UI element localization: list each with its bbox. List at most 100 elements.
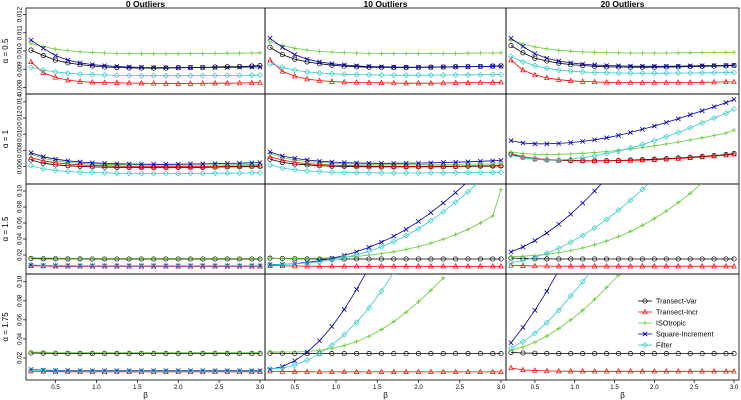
data-point — [508, 42, 514, 49]
data-point — [52, 57, 59, 63]
y-tick-label: 0.10 — [17, 275, 24, 288]
data-point — [90, 350, 95, 355]
data-point — [580, 200, 586, 206]
data-point — [329, 62, 335, 68]
legend-label: Square-Increment — [656, 330, 714, 339]
data-point — [532, 262, 538, 269]
data-point — [711, 69, 718, 76]
data-point — [556, 367, 562, 374]
data-point — [279, 44, 285, 50]
data-point — [52, 74, 59, 80]
data-point — [544, 350, 550, 357]
data-point — [391, 351, 397, 357]
data-point — [711, 256, 717, 262]
data-point — [567, 68, 574, 75]
data-point — [543, 65, 550, 72]
data-point — [615, 256, 622, 262]
data-point — [403, 226, 409, 232]
data-point — [731, 106, 737, 113]
data-point — [390, 72, 397, 79]
data-point — [77, 169, 84, 176]
data-point — [490, 161, 495, 167]
data-point — [604, 135, 610, 141]
legend-item: Transect-Incr — [638, 308, 699, 317]
data-point — [378, 169, 385, 176]
data-point — [490, 213, 495, 218]
y-tick-label: 0.02 — [17, 248, 24, 261]
y-tick-label: 0.009 — [17, 61, 24, 77]
data-point — [498, 162, 504, 168]
data-point — [200, 65, 206, 71]
data-point — [652, 50, 657, 56]
data-point — [341, 160, 347, 166]
panel-frame — [25, 93, 266, 185]
data-point — [651, 351, 657, 357]
data-point — [508, 364, 514, 371]
data-point — [520, 50, 526, 56]
data-point — [257, 162, 263, 168]
data-point — [279, 156, 286, 163]
data-point — [378, 263, 385, 269]
data-point — [489, 368, 496, 375]
data-point — [378, 368, 385, 375]
data-point — [101, 79, 108, 85]
data-point — [304, 160, 310, 166]
data-point — [199, 163, 206, 169]
data-point — [544, 141, 550, 147]
data-point — [604, 285, 609, 290]
panel: 0.02 0.04 0.06 0.08 0.10 0.5 1.0 1.5 2.0 2.5 3.0 — [17, 273, 266, 391]
data-point — [508, 149, 514, 155]
data-point — [652, 176, 657, 181]
series-line — [510, 99, 735, 145]
data-point — [579, 68, 586, 75]
data-point — [490, 50, 495, 56]
data-point — [498, 256, 504, 262]
data-point — [89, 160, 95, 166]
data-point — [489, 162, 496, 168]
series-line — [510, 59, 734, 83]
data-point — [628, 50, 633, 56]
data-point — [628, 229, 633, 234]
data-point — [41, 255, 46, 261]
data-point — [89, 162, 96, 168]
panel — [505, 93, 740, 185]
data-point — [544, 262, 550, 269]
data-point — [113, 262, 120, 269]
data-point — [249, 350, 255, 355]
data-point — [89, 169, 96, 176]
series-line — [510, 274, 619, 351]
series-line — [510, 367, 734, 372]
data-point — [378, 239, 384, 245]
series-line — [510, 184, 602, 253]
data-point — [89, 262, 96, 269]
data-point — [699, 119, 706, 126]
data-point — [163, 65, 169, 71]
data-point — [187, 163, 194, 169]
data-point — [723, 69, 730, 76]
data-point — [225, 350, 230, 355]
y-tick-label: 0.010 — [17, 126, 24, 142]
series-group — [28, 349, 263, 375]
data-point — [428, 79, 434, 86]
data-point — [114, 162, 120, 169]
data-point — [651, 368, 658, 374]
data-point — [663, 63, 669, 69]
data-point — [53, 53, 59, 59]
data-point — [151, 350, 156, 355]
data-point — [114, 350, 120, 355]
data-point — [544, 74, 550, 81]
data-point — [639, 368, 646, 374]
y-tick-label: 0.012 — [17, 6, 24, 22]
x-tick-label: 1.0 — [92, 384, 101, 391]
data-point — [508, 259, 514, 266]
series-group — [267, 35, 504, 86]
data-point — [651, 256, 657, 262]
data-point — [151, 256, 156, 261]
data-point — [163, 161, 169, 167]
series-line — [269, 156, 502, 167]
data-point — [520, 344, 526, 350]
data-point — [199, 170, 206, 177]
data-point — [40, 45, 46, 51]
data-point — [126, 170, 133, 177]
panel: 0.008 0.009 0.010 0.011 0.012 — [17, 6, 266, 95]
